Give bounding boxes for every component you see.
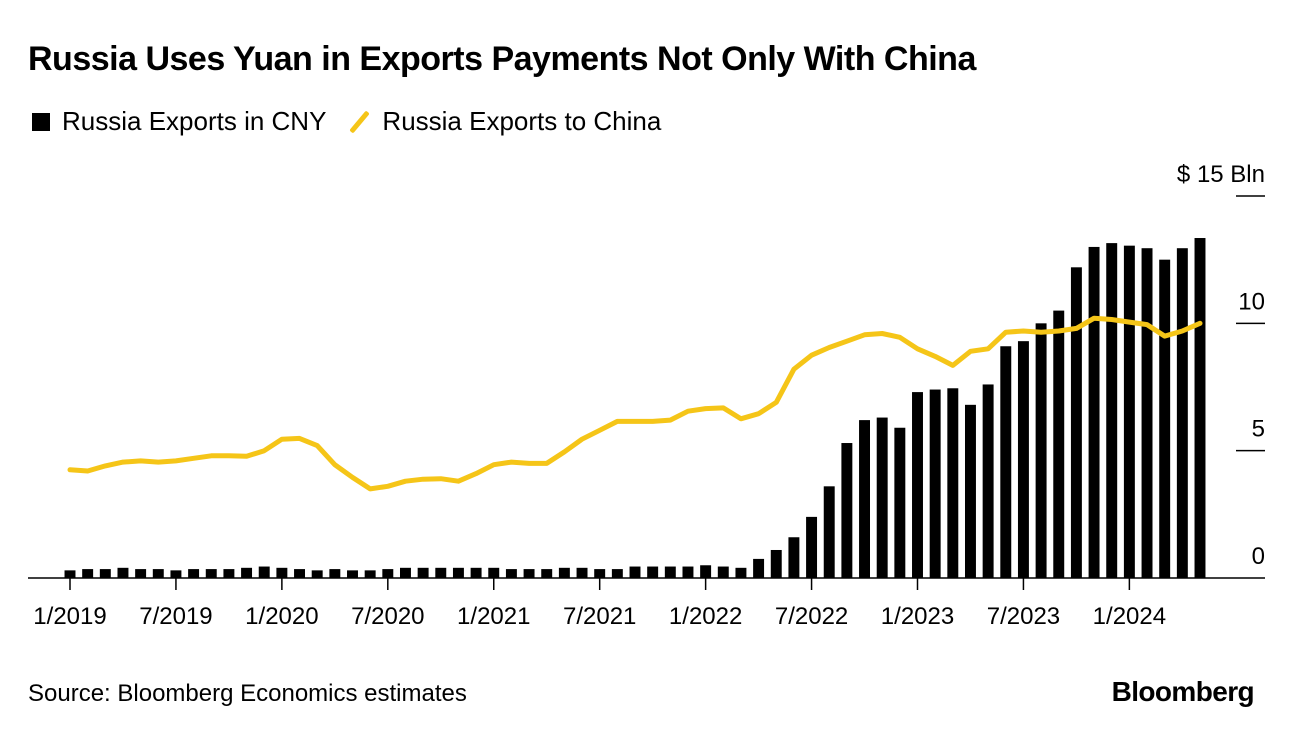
bar	[99, 569, 111, 578]
x-tick-label: 7/2023	[987, 603, 1060, 630]
source-note: Source: Bloomberg Economics estimates	[28, 680, 467, 707]
bar	[558, 567, 570, 578]
bar	[205, 569, 217, 578]
y-tick-label: 10	[1238, 288, 1265, 315]
bar	[947, 388, 959, 578]
bar	[1106, 243, 1118, 578]
y-tick-label: 5	[1252, 416, 1265, 443]
bar	[682, 566, 694, 578]
bar	[488, 567, 500, 578]
bar	[294, 569, 306, 578]
bar	[152, 569, 164, 578]
bar-series	[64, 238, 1206, 578]
legend-label-china: Russia Exports to China	[382, 106, 662, 136]
bar	[859, 420, 871, 578]
chart-title: Russia Uses Yuan in Exports Payments Not…	[28, 40, 976, 78]
bar	[912, 392, 923, 578]
bar	[399, 567, 411, 578]
bar	[664, 566, 676, 578]
bar	[470, 567, 482, 578]
bar	[770, 549, 782, 578]
bar	[982, 384, 994, 578]
bar	[505, 569, 517, 578]
bar	[329, 569, 341, 578]
bar	[223, 569, 235, 578]
bar	[364, 570, 376, 578]
legend-item-china: Russia Exports to China	[348, 106, 661, 137]
bar	[417, 567, 429, 578]
bar	[541, 569, 553, 578]
bar	[117, 567, 129, 578]
bar	[753, 558, 765, 578]
x-tick-label: 7/2019	[139, 603, 212, 630]
bar	[894, 427, 906, 578]
bar	[382, 569, 394, 578]
bar	[1053, 310, 1065, 578]
bar	[1070, 267, 1082, 578]
y-axis: 0 5 10 $ 15 Bln	[1177, 161, 1265, 570]
bar	[647, 566, 659, 578]
bar	[841, 443, 853, 578]
x-axis: 1/2019 7/2019 1/2020 7/2020 1/2021 7/2021 1/20…	[28, 577, 1265, 630]
bar	[1088, 246, 1100, 578]
bar	[1194, 238, 1206, 578]
bar	[1017, 341, 1029, 578]
bar	[1176, 248, 1188, 578]
x-tick-label: 1/2020	[245, 603, 318, 630]
x-tick-label: 7/2020	[351, 603, 424, 630]
bar	[1159, 259, 1171, 578]
x-tick-label: 7/2022	[775, 603, 848, 630]
bar	[594, 569, 606, 578]
bar	[1035, 323, 1047, 578]
bar	[311, 570, 323, 578]
y-tick-label: $ 15 Bln	[1177, 161, 1265, 188]
bar	[435, 567, 447, 578]
bar	[258, 566, 270, 578]
bar	[823, 486, 835, 578]
bar-swatch-icon	[32, 112, 50, 131]
x-tick-label: 1/2023	[881, 603, 954, 630]
bar	[806, 516, 818, 578]
bar	[929, 389, 941, 578]
bar	[347, 570, 358, 578]
x-tick-label: 1/2021	[457, 603, 530, 630]
x-tick-label: 1/2019	[33, 603, 106, 630]
line-path	[67, 315, 1203, 492]
y-tick-label: 0	[1252, 543, 1265, 570]
bar	[876, 417, 888, 578]
line-series	[67, 315, 1203, 492]
bar	[241, 567, 253, 578]
bar	[82, 569, 94, 578]
bar	[1000, 346, 1012, 578]
bar	[276, 567, 288, 578]
bar	[629, 566, 641, 578]
legend-label-cny: Russia Exports in CNY	[62, 106, 327, 136]
bar	[1141, 248, 1153, 578]
bar	[964, 404, 976, 578]
bar	[64, 570, 76, 578]
bar	[611, 569, 623, 578]
legend-item-cny: Russia Exports in CNY	[32, 106, 326, 137]
x-tick-label: 1/2024	[1093, 603, 1166, 630]
x-tick-label: 1/2022	[669, 603, 742, 630]
bar	[576, 567, 588, 578]
bar	[452, 567, 464, 578]
bar	[135, 569, 147, 578]
legend: Russia Exports in CNY Russia Exports to …	[32, 106, 683, 137]
bar	[523, 569, 535, 578]
x-tick-label: 7/2021	[563, 603, 636, 630]
bar	[170, 570, 182, 578]
bar	[717, 566, 729, 578]
bar	[188, 569, 200, 578]
bloomberg-logo: Bloomberg	[1111, 676, 1255, 707]
bar	[1123, 245, 1135, 578]
bar	[700, 565, 712, 578]
bar	[735, 567, 747, 578]
bar	[788, 537, 800, 578]
